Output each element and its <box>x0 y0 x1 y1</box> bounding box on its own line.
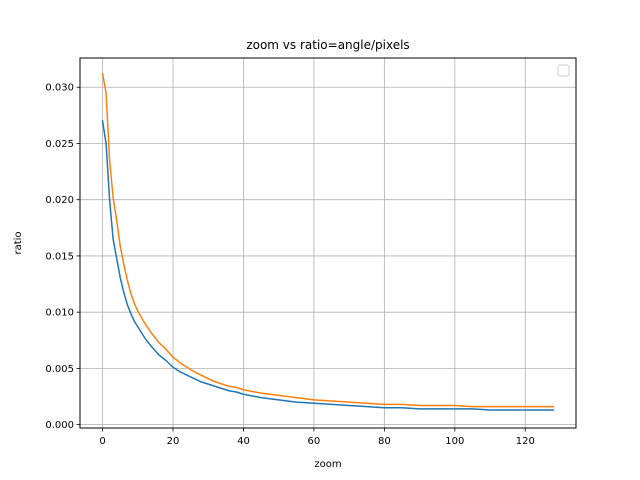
y-tick-label: 0.010 <box>45 308 74 319</box>
x-tick-label: 20 <box>167 436 180 447</box>
x-tick-label: 80 <box>378 436 391 447</box>
series-line-1 <box>101 120 555 411</box>
x-tick-label: 60 <box>308 436 321 447</box>
x-tick-label: 100 <box>445 436 464 447</box>
series-line-2 <box>101 72 555 408</box>
x-tick-label: 40 <box>237 436 250 447</box>
grid <box>80 58 576 428</box>
y-tick-label: 0.025 <box>45 139 74 150</box>
y-axis-label: ratio <box>13 231 24 254</box>
chart-title: zoom vs ratio=angle/pixels <box>246 38 409 52</box>
legend-box <box>557 64 570 77</box>
x-axis-ticks: 0 20 40 60 80 100 120 <box>99 428 535 447</box>
series-layer <box>101 72 555 411</box>
x-tick-label: 0 <box>99 436 105 447</box>
y-tick-label: 0.005 <box>45 364 74 375</box>
x-tick-label: 120 <box>516 436 535 447</box>
axes-frame <box>79 57 577 429</box>
x-axis-label: zoom <box>314 459 341 470</box>
y-tick-label: 0.015 <box>45 251 74 262</box>
y-tick-label: 0.020 <box>45 195 74 206</box>
axes-border <box>79 57 577 429</box>
y-tick-label: 0.030 <box>45 83 74 94</box>
plot-area <box>80 58 576 428</box>
y-axis-ticks: 0.000 0.005 0.010 0.015 0.020 0.025 0.030 <box>45 83 80 431</box>
y-tick-label: 0.000 <box>45 420 74 431</box>
plot-background <box>80 58 576 428</box>
